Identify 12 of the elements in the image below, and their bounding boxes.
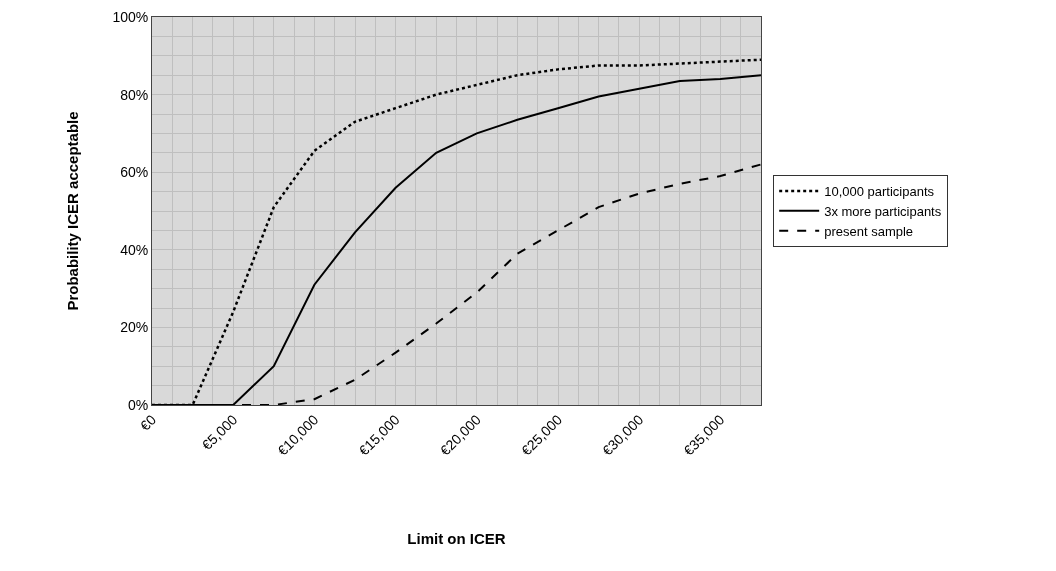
y-tick-label: 0%	[127, 396, 149, 413]
legend-label: 10,000 participants	[824, 184, 935, 200]
y-tick-label: 100%	[112, 8, 149, 25]
legend-label: present sample	[824, 223, 914, 239]
x-axis-title: Limit on ICER	[407, 529, 506, 547]
legend-label: 3x more participants	[824, 203, 942, 219]
y-tick-label: 60%	[120, 164, 149, 181]
x-tick-label: €0	[136, 411, 160, 434]
y-tick-label: 80%	[120, 86, 149, 103]
y-tick-label: 40%	[120, 241, 149, 258]
y-tick-label: 20%	[120, 319, 149, 336]
y-axis-title: Probability ICER acceptable	[63, 111, 81, 311]
